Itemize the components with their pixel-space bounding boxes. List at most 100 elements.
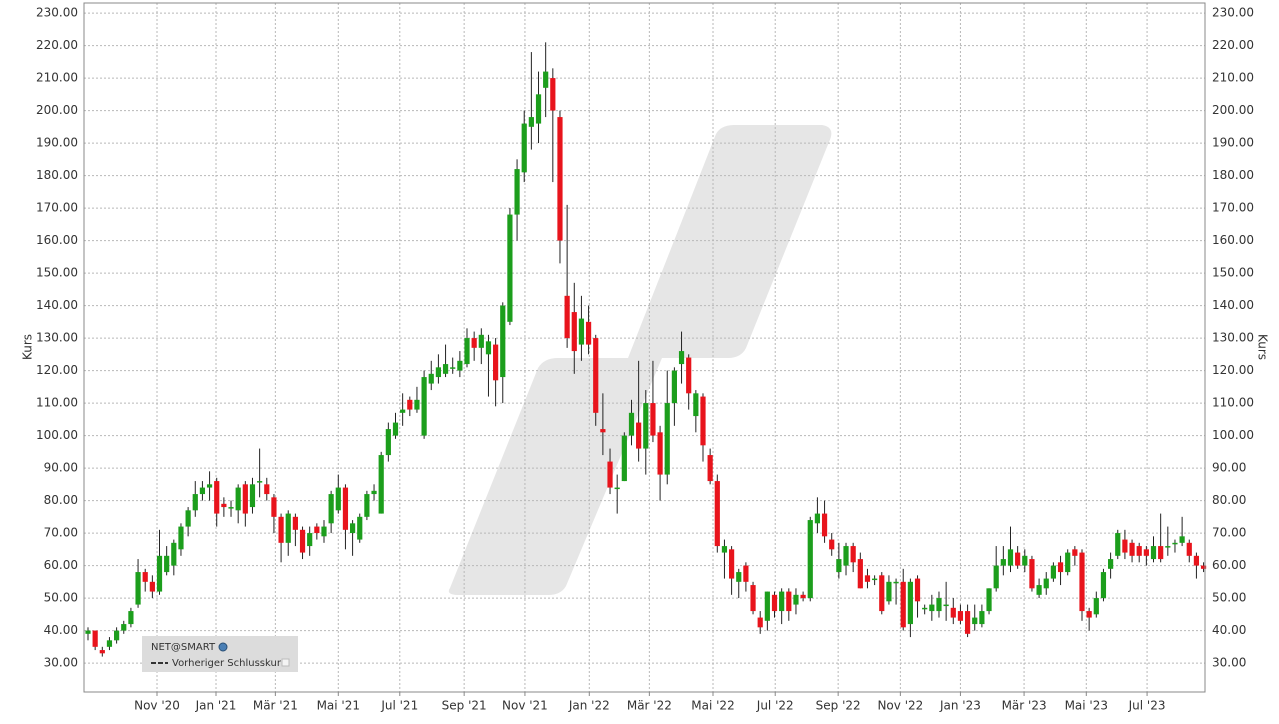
candle-body [929,604,935,612]
candle-body [342,487,349,530]
y-tick-label: 200.00 [36,103,78,117]
candle-body [235,487,241,511]
candle-body [950,607,956,618]
candle-body [378,455,384,514]
candle-body [707,455,713,482]
y2-tick-label: 140.00 [1212,298,1254,312]
y2-tick-label: 90.00 [1212,461,1246,475]
y-tick-label: 170.00 [36,201,78,215]
candle-body [743,565,749,582]
candle-body [1136,546,1142,556]
candle-body [335,487,341,511]
y2-tick-label: 50.00 [1212,591,1246,605]
candle-body [199,487,206,495]
candle-body [507,214,513,322]
candle-body [686,357,692,394]
candle-body [1086,611,1092,618]
candle-body [714,481,720,547]
y-axis-label: Kurs [21,334,35,360]
candle-body [657,432,663,475]
candle-body [1065,552,1071,573]
candle-body [721,546,728,553]
y2-tick-label: 230.00 [1212,6,1254,20]
candle-body [106,640,113,647]
candle-body [600,429,606,433]
candle-body [457,360,463,371]
candle-body [636,422,642,449]
plot-frame [83,2,1206,693]
candle-body [1043,578,1049,589]
candle-body [621,435,627,482]
candle-body [149,581,155,592]
candle-body [242,484,248,514]
candle-body [206,484,213,488]
candle-body [142,572,148,582]
candle-body [99,650,105,654]
candle-body [478,334,484,348]
candle-body [564,295,570,339]
candle-body [1172,542,1178,545]
y2-tick-label: 180.00 [1212,168,1254,182]
y2-tick-label: 170.00 [1212,201,1254,215]
candle-body [1122,539,1128,553]
candle-body [493,344,499,381]
legend-checkbox[interactable] [281,658,290,667]
candle-body [907,581,913,625]
candle-body [728,549,735,579]
y2-tick-label: 40.00 [1212,623,1246,637]
candle-body [1022,555,1028,566]
candle-body [821,513,828,537]
x-tick-label: Sep '22 [816,699,861,713]
x-tick-label: Nov '21 [502,699,548,713]
candles [85,42,1207,657]
candle-body [535,94,542,124]
candle-body [879,575,885,612]
x-tick-label: Jul '21 [380,699,418,713]
candle-body [678,351,685,365]
grid [84,3,1205,692]
candle-body [307,533,313,547]
candle-body [943,604,949,607]
candle-body [1165,546,1171,548]
candle-body [800,594,806,599]
y-tick-label: 180.00 [36,168,78,182]
candle-body [979,611,985,625]
y2-axis-label: Kurs [1256,334,1270,360]
candle-body [264,484,270,495]
candle-body [614,487,620,490]
candle-body [292,516,298,530]
candle-body [257,481,263,483]
x-tick-label: Nov '20 [134,699,180,713]
candle-body [471,338,477,348]
y2-tick-label: 120.00 [1212,363,1254,377]
candle-body [1093,598,1099,615]
candle-body [271,497,277,517]
candle-body [886,581,892,602]
candle-body [421,377,427,436]
candle-body [1050,565,1056,579]
candle-body [964,611,971,634]
candle-body [1115,533,1121,556]
candle-body [121,624,127,631]
candle-body [986,588,992,612]
candle-body [607,461,613,488]
y2-tick-label: 80.00 [1212,493,1246,507]
candle-body [221,503,227,508]
x-tick-label: Nov '22 [877,699,923,713]
x-tick-label: Mai '22 [691,699,734,713]
x-tick-label: Jan '22 [568,699,610,713]
candle-body [914,578,921,602]
candle-body [593,338,599,413]
x-tick-label: Sep '21 [442,699,487,713]
y2-tick-label: 130.00 [1212,331,1254,345]
candle-body [357,516,363,540]
candle-body [185,510,191,527]
y-tick-label: 150.00 [36,266,78,280]
y-tick-label: 140.00 [36,298,78,312]
candle-body [500,305,506,378]
candle-body [1193,555,1200,566]
candle-body [786,591,792,612]
candle-body [400,409,406,413]
